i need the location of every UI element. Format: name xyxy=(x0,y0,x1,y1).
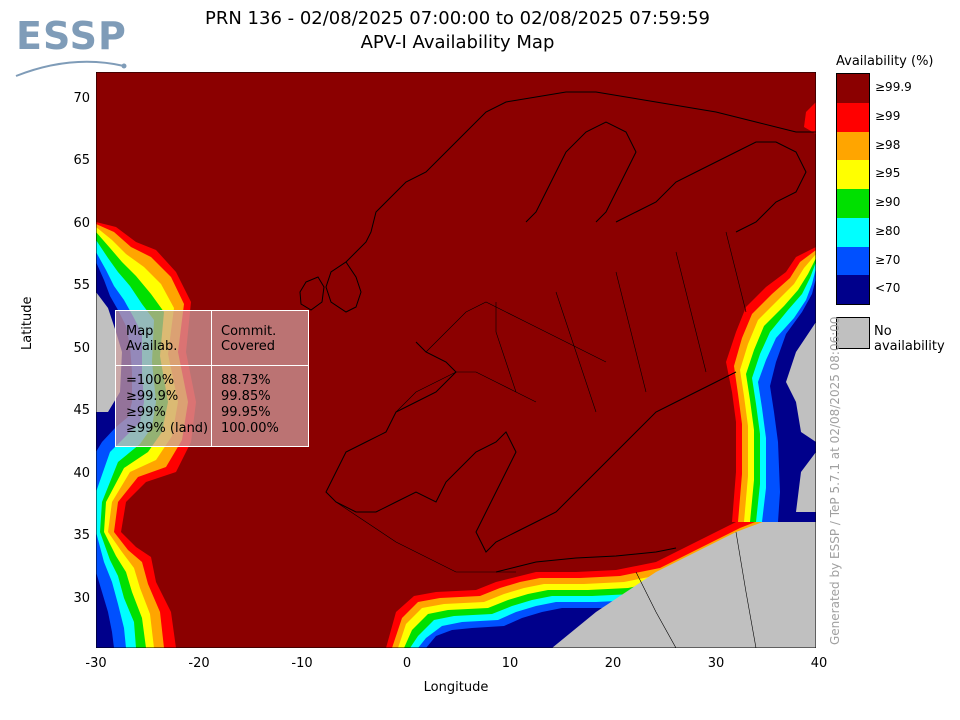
x-tick-label: 40 xyxy=(810,656,828,671)
stats-row-label: ≥99% xyxy=(126,405,166,420)
stats-row-labels: =100% ≥99.9% ≥99% ≥99% (land) xyxy=(126,373,208,437)
stats-divider-horizontal xyxy=(116,365,308,366)
stats-row-value: 88.73% xyxy=(221,373,271,388)
x-tick-label: -10 xyxy=(291,656,313,671)
map-title: PRN 136 - 02/08/2025 07:00:00 to 02/08/2… xyxy=(205,8,710,29)
legend-label: ≥90 xyxy=(875,195,901,209)
y-tick-label: 55 xyxy=(73,278,90,293)
legend-label: ≥99.9 xyxy=(875,80,912,94)
x-axis-label: Longitude xyxy=(423,680,489,695)
stats-row-value: 99.95% xyxy=(221,405,271,420)
legend-label: ≥95 xyxy=(875,166,901,181)
legend-swatch xyxy=(837,131,869,161)
stats-header-col2: Commit. Covered xyxy=(221,324,276,354)
stats-header-text: Covered xyxy=(221,339,276,354)
legend-swatch xyxy=(837,275,869,304)
stats-row-label: ≥99.9% xyxy=(126,389,179,404)
stats-header-text: Availab. xyxy=(126,339,178,354)
y-tick-label: 30 xyxy=(73,591,90,606)
y-tick-label: 65 xyxy=(73,153,90,168)
legend-label: ≥70 xyxy=(875,252,901,267)
stats-header-col1: Map Availab. xyxy=(126,324,177,354)
stats-row-value: 99.85% xyxy=(221,389,271,404)
x-tick-label: 0 xyxy=(402,656,412,671)
x-tick-label: 20 xyxy=(604,656,622,671)
stats-divider-vertical xyxy=(211,311,212,446)
legend-swatch xyxy=(837,189,869,218)
x-tick-label: 10 xyxy=(501,656,519,671)
stats-row-label: =100% xyxy=(126,373,175,388)
map-subtitle: APV-I Availability Map xyxy=(360,32,555,53)
generated-credit: Generated by ESSP / TeP 5.7.1 at 02/08/2… xyxy=(828,316,842,645)
coastlines xyxy=(299,91,816,573)
y-tick-label: 45 xyxy=(73,403,90,418)
x-tick-label: -20 xyxy=(188,656,210,671)
legend-label: <70 xyxy=(875,281,901,296)
legend-color-scale xyxy=(836,73,870,305)
x-tick-label: 30 xyxy=(707,656,725,671)
legend-swatch xyxy=(837,217,869,247)
y-tick-label: 70 xyxy=(73,91,90,106)
stats-row-values: 88.73% 99.85% 99.95% 100.00% xyxy=(221,373,279,437)
essp-logo: ESSP xyxy=(12,14,132,78)
stats-panel: Map Availab. Commit. Covered =100% ≥99.9… xyxy=(115,310,309,447)
legend-title: Availability (%) xyxy=(836,54,934,69)
no-availability-label: No availability xyxy=(874,324,945,354)
stats-row-value: 100.00% xyxy=(221,421,279,436)
legend-swatch xyxy=(837,74,869,103)
stats-header-text: Map xyxy=(126,324,154,339)
stats-row-label: ≥99% (land) xyxy=(126,421,209,436)
logo-swoosh xyxy=(15,60,127,77)
country-borders xyxy=(335,231,757,648)
legend-swatch xyxy=(837,160,869,189)
x-tick-label: -30 xyxy=(85,656,107,671)
y-tick-label: 50 xyxy=(73,341,90,356)
stats-header-text: Commit. xyxy=(221,324,277,339)
legend-label: ≥80 xyxy=(875,223,901,238)
y-axis-label: Latitude xyxy=(20,296,35,350)
y-tick-label: 40 xyxy=(73,466,90,481)
legend-label: ≥99 xyxy=(875,108,901,123)
y-tick-label: 35 xyxy=(73,528,90,543)
legend-label: ≥98 xyxy=(875,137,901,152)
east-coverage-edge xyxy=(726,102,816,522)
south-coverage-edge xyxy=(386,492,816,648)
legend-swatch xyxy=(837,246,869,276)
y-tick-label: 60 xyxy=(73,216,90,231)
logo-text: ESSP xyxy=(16,14,127,58)
no-availability-swatch xyxy=(836,317,870,349)
legend-swatch xyxy=(837,102,869,132)
